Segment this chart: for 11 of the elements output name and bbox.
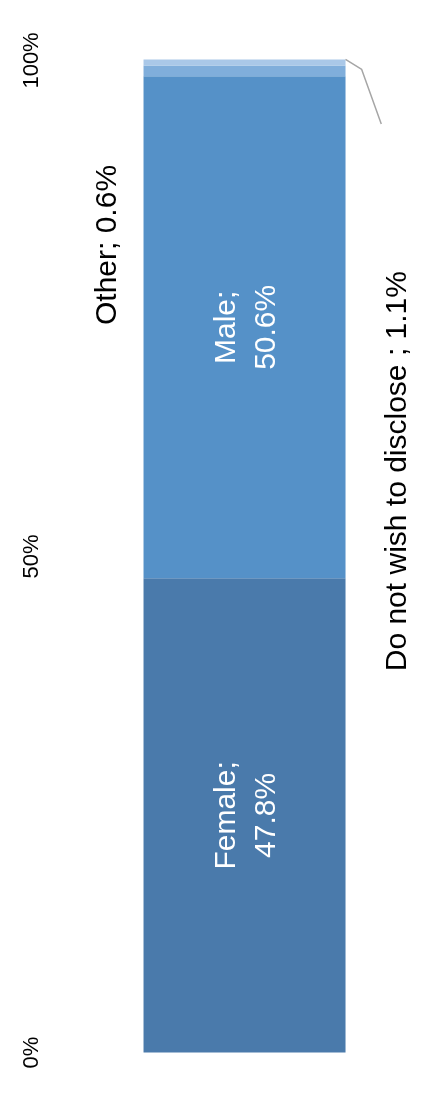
text: Other; 0.6% xyxy=(88,164,122,326)
y-tick-label: 50% xyxy=(17,534,43,579)
bar xyxy=(143,578,346,1053)
bar xyxy=(143,65,346,77)
y-tick-label: 100% xyxy=(17,32,43,89)
bar xyxy=(143,76,346,579)
text: Do not wish to disclose ; 1.1% xyxy=(378,271,412,672)
y-tick-label: 0% xyxy=(17,1036,43,1069)
data-label: Female; 47.8% xyxy=(208,761,281,870)
data-label: Male; 50.6% xyxy=(208,284,281,370)
bar xyxy=(143,59,346,66)
